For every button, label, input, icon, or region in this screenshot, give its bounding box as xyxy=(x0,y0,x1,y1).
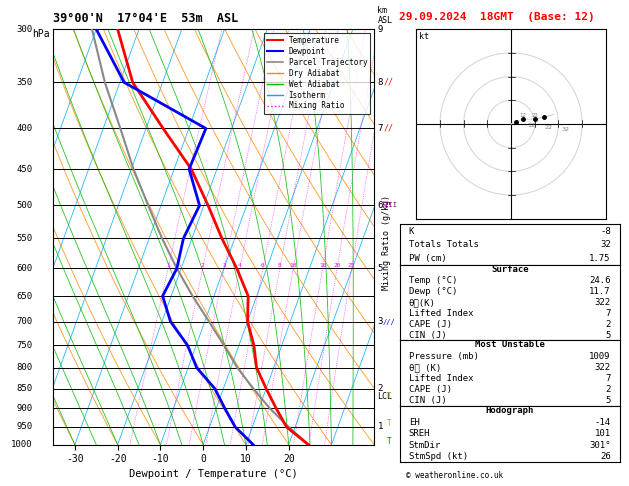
Text: T: T xyxy=(386,419,391,428)
Text: 11.7: 11.7 xyxy=(589,287,611,296)
Text: 29.09.2024  18GMT  (Base: 12): 29.09.2024 18GMT (Base: 12) xyxy=(399,12,595,22)
Text: Temp (°C): Temp (°C) xyxy=(409,277,457,285)
Text: 1.75: 1.75 xyxy=(589,254,611,263)
Text: 750: 750 xyxy=(16,341,33,350)
Text: 950: 950 xyxy=(16,422,33,432)
Text: 22: 22 xyxy=(545,125,553,130)
Text: 8: 8 xyxy=(377,78,383,87)
Text: kt: kt xyxy=(419,32,428,40)
Text: IIII: IIII xyxy=(380,203,398,208)
Text: 2: 2 xyxy=(605,385,611,394)
Text: 850: 850 xyxy=(16,384,33,393)
Text: 500: 500 xyxy=(16,201,33,210)
Text: 22: 22 xyxy=(532,113,538,118)
Text: 32: 32 xyxy=(562,127,570,132)
Text: 9: 9 xyxy=(377,25,383,34)
Text: θᴄ(K): θᴄ(K) xyxy=(409,298,436,307)
Text: -8: -8 xyxy=(600,226,611,236)
Text: 1: 1 xyxy=(377,422,383,432)
Text: -14: -14 xyxy=(594,418,611,427)
Text: 301°: 301° xyxy=(589,441,611,450)
Text: K: K xyxy=(409,226,415,236)
Text: Lifted Index: Lifted Index xyxy=(409,309,474,318)
Text: 6: 6 xyxy=(261,263,265,268)
Text: 800: 800 xyxy=(16,363,33,372)
Text: SREH: SREH xyxy=(409,429,430,438)
Text: 900: 900 xyxy=(16,404,33,413)
Text: 4: 4 xyxy=(238,263,242,268)
Text: 7: 7 xyxy=(605,309,611,318)
Text: Pressure (mb): Pressure (mb) xyxy=(409,352,479,361)
Text: 26: 26 xyxy=(600,452,611,461)
Text: 8: 8 xyxy=(278,263,282,268)
Text: Dewp (°C): Dewp (°C) xyxy=(409,287,457,296)
Text: PW (cm): PW (cm) xyxy=(409,254,447,263)
Text: 7: 7 xyxy=(377,124,383,133)
Text: 3: 3 xyxy=(377,317,383,326)
Text: CAPE (J): CAPE (J) xyxy=(409,385,452,394)
Text: 650: 650 xyxy=(16,292,33,300)
Text: θᴄ (K): θᴄ (K) xyxy=(409,363,441,372)
Text: StmDir: StmDir xyxy=(409,441,441,450)
Text: 25: 25 xyxy=(348,263,355,268)
Text: //: // xyxy=(384,124,394,133)
Text: 322: 322 xyxy=(594,363,611,372)
Text: 32: 32 xyxy=(600,241,611,249)
Text: 2: 2 xyxy=(201,263,204,268)
Text: 600: 600 xyxy=(16,264,33,273)
Text: T: T xyxy=(386,437,391,446)
Text: 350: 350 xyxy=(16,78,33,87)
Text: T: T xyxy=(386,392,391,401)
Text: km
ASL: km ASL xyxy=(377,6,392,25)
Text: CAPE (J): CAPE (J) xyxy=(409,320,452,329)
Text: //: // xyxy=(384,78,394,87)
Text: EH: EH xyxy=(409,418,420,427)
Text: 1: 1 xyxy=(166,263,170,268)
Text: 700: 700 xyxy=(16,317,33,326)
Text: Most Unstable: Most Unstable xyxy=(475,340,545,349)
Text: 10: 10 xyxy=(289,263,297,268)
Text: StmSpd (kt): StmSpd (kt) xyxy=(409,452,468,461)
Text: 1000: 1000 xyxy=(11,440,33,449)
Text: 300: 300 xyxy=(16,25,33,34)
Text: 12: 12 xyxy=(528,123,535,128)
Text: 20: 20 xyxy=(333,263,341,268)
Text: Totals Totals: Totals Totals xyxy=(409,241,479,249)
Text: 7: 7 xyxy=(605,374,611,383)
Text: 2: 2 xyxy=(377,384,383,393)
Text: CIN (J): CIN (J) xyxy=(409,331,447,340)
Text: 400: 400 xyxy=(16,124,33,133)
Text: Hodograph: Hodograph xyxy=(486,406,534,415)
Text: 450: 450 xyxy=(16,165,33,174)
Text: hPa: hPa xyxy=(33,29,50,39)
Text: CIN (J): CIN (J) xyxy=(409,396,447,405)
Text: Lifted Index: Lifted Index xyxy=(409,374,474,383)
Legend: Temperature, Dewpoint, Parcel Trajectory, Dry Adiabat, Wet Adiabat, Isotherm, Mi: Temperature, Dewpoint, Parcel Trajectory… xyxy=(264,33,370,114)
Text: Surface: Surface xyxy=(491,265,528,274)
Text: 24.6: 24.6 xyxy=(589,277,611,285)
Text: 5: 5 xyxy=(605,396,611,405)
Text: 5: 5 xyxy=(377,264,383,273)
Text: 12: 12 xyxy=(520,113,526,118)
Text: 5: 5 xyxy=(605,331,611,340)
Text: LCL: LCL xyxy=(377,392,392,401)
Text: 322: 322 xyxy=(594,298,611,307)
Text: 2: 2 xyxy=(605,320,611,329)
X-axis label: Dewpoint / Temperature (°C): Dewpoint / Temperature (°C) xyxy=(130,469,298,479)
Text: 16: 16 xyxy=(319,263,326,268)
Text: 550: 550 xyxy=(16,234,33,243)
Text: 1009: 1009 xyxy=(589,352,611,361)
Text: Mixing Ratio (g/kg): Mixing Ratio (g/kg) xyxy=(382,195,391,291)
Text: 39°00'N  17°04'E  53m  ASL: 39°00'N 17°04'E 53m ASL xyxy=(53,12,239,25)
Text: 6: 6 xyxy=(377,201,383,210)
Text: ///: /// xyxy=(382,319,395,325)
Text: 3: 3 xyxy=(222,263,226,268)
Text: 101: 101 xyxy=(594,429,611,438)
Text: © weatheronline.co.uk: © weatheronline.co.uk xyxy=(406,471,503,480)
